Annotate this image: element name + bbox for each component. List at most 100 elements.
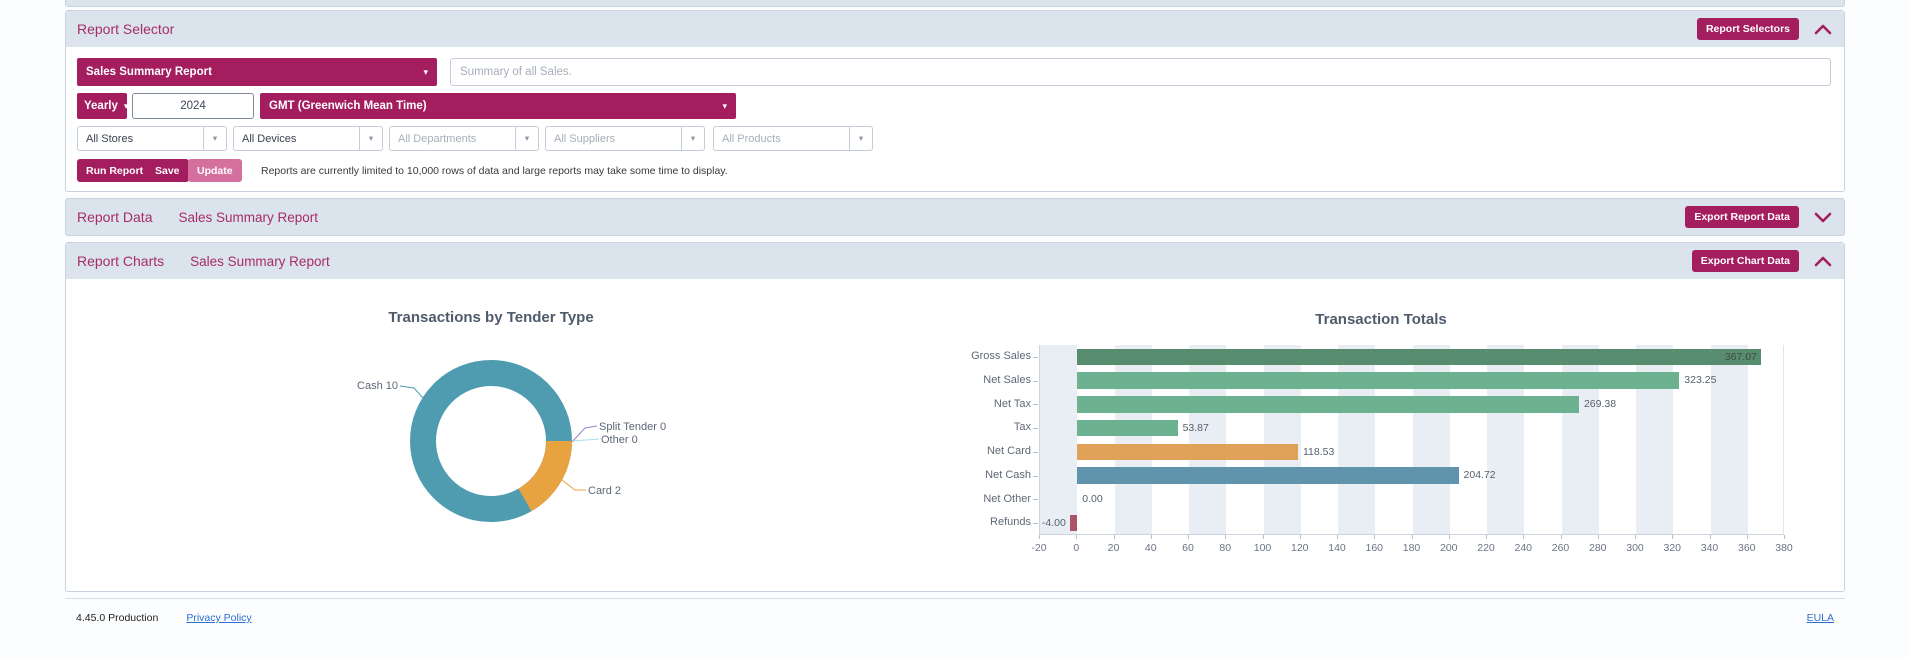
bar-category-label: Net Sales — [983, 373, 1031, 386]
x-tick-mark — [1150, 535, 1152, 539]
departments-filter-select[interactable]: All Departments ▾ — [389, 126, 539, 151]
x-tick-label: 40 — [1144, 542, 1157, 554]
y-tick-mark — [1033, 499, 1038, 501]
caret-down-icon: ▾ — [681, 127, 704, 150]
products-filter-value: All Products — [722, 132, 781, 145]
year-input[interactable] — [132, 93, 254, 119]
bar-value-label: 269.38 — [1583, 398, 1617, 411]
x-tick-label: 140 — [1328, 542, 1346, 554]
bar-net-cash — [1077, 467, 1459, 484]
caret-down-icon: ▾ — [123, 100, 129, 111]
bar-gross-sales — [1077, 348, 1761, 366]
caret-down-icon: ▾ — [359, 127, 382, 150]
x-tick-mark — [1076, 535, 1078, 539]
period-select[interactable]: Yearly ▾ — [77, 93, 129, 119]
x-tick-label: 120 — [1290, 542, 1309, 554]
y-tick-mark — [1033, 475, 1038, 477]
report-charts-panel: Report Charts Sales Summary Report Expor… — [65, 242, 1845, 592]
bar-net-card — [1077, 443, 1298, 461]
chevron-up-icon[interactable] — [1813, 22, 1833, 36]
report-data-panel: Report Data Sales Summary Report Export … — [65, 198, 1845, 236]
x-tick-label: 180 — [1402, 542, 1421, 554]
x-tick-mark — [1262, 535, 1264, 539]
products-filter-select[interactable]: All Products ▾ — [713, 126, 873, 151]
export-report-data-button[interactable]: Export Report Data — [1685, 206, 1799, 228]
bar-category-label: Tax — [1013, 421, 1031, 434]
export-chart-data-button[interactable]: Export Chart Data — [1691, 250, 1799, 272]
x-tick-label: 260 — [1551, 542, 1570, 554]
devices-filter-value: All Devices — [242, 132, 297, 145]
y-tick-mark — [1033, 523, 1038, 525]
report-type-select[interactable]: Sales Summary Report ▾ — [77, 58, 437, 86]
x-tick-label: 220 — [1477, 542, 1495, 554]
x-tick-mark — [1635, 535, 1636, 539]
x-tick-label: 380 — [1775, 542, 1793, 554]
save-button[interactable]: Save — [146, 159, 189, 182]
bar-value-label: 204.72 — [1463, 469, 1496, 482]
suppliers-filter-select[interactable]: All Suppliers ▾ — [545, 126, 705, 151]
bar-net-tax — [1077, 396, 1579, 413]
x-tick-mark — [1672, 535, 1674, 539]
panel-title: Report Selector — [77, 21, 175, 37]
tender-type-donut-chart: Transactions by Tender Type Cash 10 Split… — [241, 301, 761, 553]
donut-label: Other 0 — [601, 434, 638, 446]
x-tick-mark — [1337, 535, 1338, 539]
caret-down-icon: ▾ — [423, 66, 428, 77]
x-tick-label: 20 — [1107, 542, 1120, 554]
report-limit-note: Reports are currently limited to 10,000 … — [261, 165, 728, 177]
donut-chart-title: Transactions by Tender Type — [388, 309, 594, 326]
x-tick-label: -20 — [1031, 542, 1047, 554]
bar-category-label: Net Other — [983, 492, 1031, 505]
x-tick-label: 160 — [1365, 542, 1384, 554]
bar-tax — [1077, 419, 1178, 437]
plot-band — [1710, 345, 1748, 534]
x-tick-mark — [1486, 535, 1487, 539]
report-selectors-button[interactable]: Report Selectors — [1696, 18, 1799, 40]
x-tick-label: 200 — [1439, 542, 1458, 554]
transaction-totals-bar-chart: Transaction Totals 367.07 323.25 269.38 53.… — [951, 301, 1831, 571]
bar-refunds — [1069, 514, 1078, 532]
x-tick-mark — [1299, 535, 1301, 539]
x-tick-label: 360 — [1737, 542, 1756, 554]
x-tick-label: 300 — [1626, 542, 1644, 554]
devices-filter-select[interactable]: All Devices ▾ — [233, 126, 383, 151]
x-tick-label: 60 — [1182, 542, 1194, 554]
report-data-header: Report Data Sales Summary Report Export … — [66, 199, 1844, 235]
x-tick-mark — [1597, 535, 1599, 539]
y-tick-mark — [1033, 380, 1038, 382]
update-button[interactable]: Update — [188, 159, 242, 182]
donut-leader-line — [399, 385, 424, 399]
panel-subtitle: Sales Summary Report — [178, 209, 319, 225]
summary-input[interactable] — [450, 58, 1831, 86]
bar-value-label: 53.87 — [1182, 421, 1209, 434]
chevron-down-icon[interactable] — [1813, 210, 1833, 224]
x-tick-mark — [1523, 535, 1525, 539]
privacy-policy-link[interactable]: Privacy Policy — [186, 612, 252, 624]
stores-filter-select[interactable]: All Stores ▾ — [77, 126, 227, 151]
departments-filter-value: All Departments — [398, 132, 477, 145]
caret-down-icon: ▾ — [515, 127, 538, 150]
bar-value-label: -4.00 — [1041, 516, 1066, 529]
suppliers-filter-value: All Suppliers — [554, 132, 616, 145]
x-tick-mark — [1709, 535, 1711, 539]
donut-label: Cash 10 — [357, 380, 398, 392]
bar-category-label: Net Cash — [985, 468, 1031, 481]
timezone-select[interactable]: GMT (Greenwich Mean Time) ▾ — [260, 93, 736, 119]
caret-down-icon: ▾ — [203, 127, 226, 150]
plot-band — [1040, 345, 1078, 534]
panel-title: Report Data — [77, 209, 153, 225]
bar-value-label: 323.25 — [1684, 374, 1717, 387]
bar-category-label: Net Card — [986, 445, 1031, 457]
chevron-up-icon[interactable] — [1813, 254, 1833, 268]
donut-segment-card — [410, 360, 572, 522]
eula-link[interactable]: EULA — [1806, 612, 1834, 624]
report-type-value: Sales Summary Report — [86, 66, 212, 78]
bar-category-label: Net Tax — [993, 397, 1031, 410]
bar-value-label: 367.07 — [1724, 350, 1757, 363]
x-tick-mark — [1225, 535, 1227, 539]
caret-down-icon: ▾ — [722, 100, 727, 111]
bar-value-label: 118.53 — [1303, 445, 1335, 458]
run-report-button[interactable]: Run Report — [77, 159, 153, 182]
timezone-value: GMT (Greenwich Mean Time) — [269, 100, 427, 112]
x-tick-label: 240 — [1514, 542, 1533, 554]
